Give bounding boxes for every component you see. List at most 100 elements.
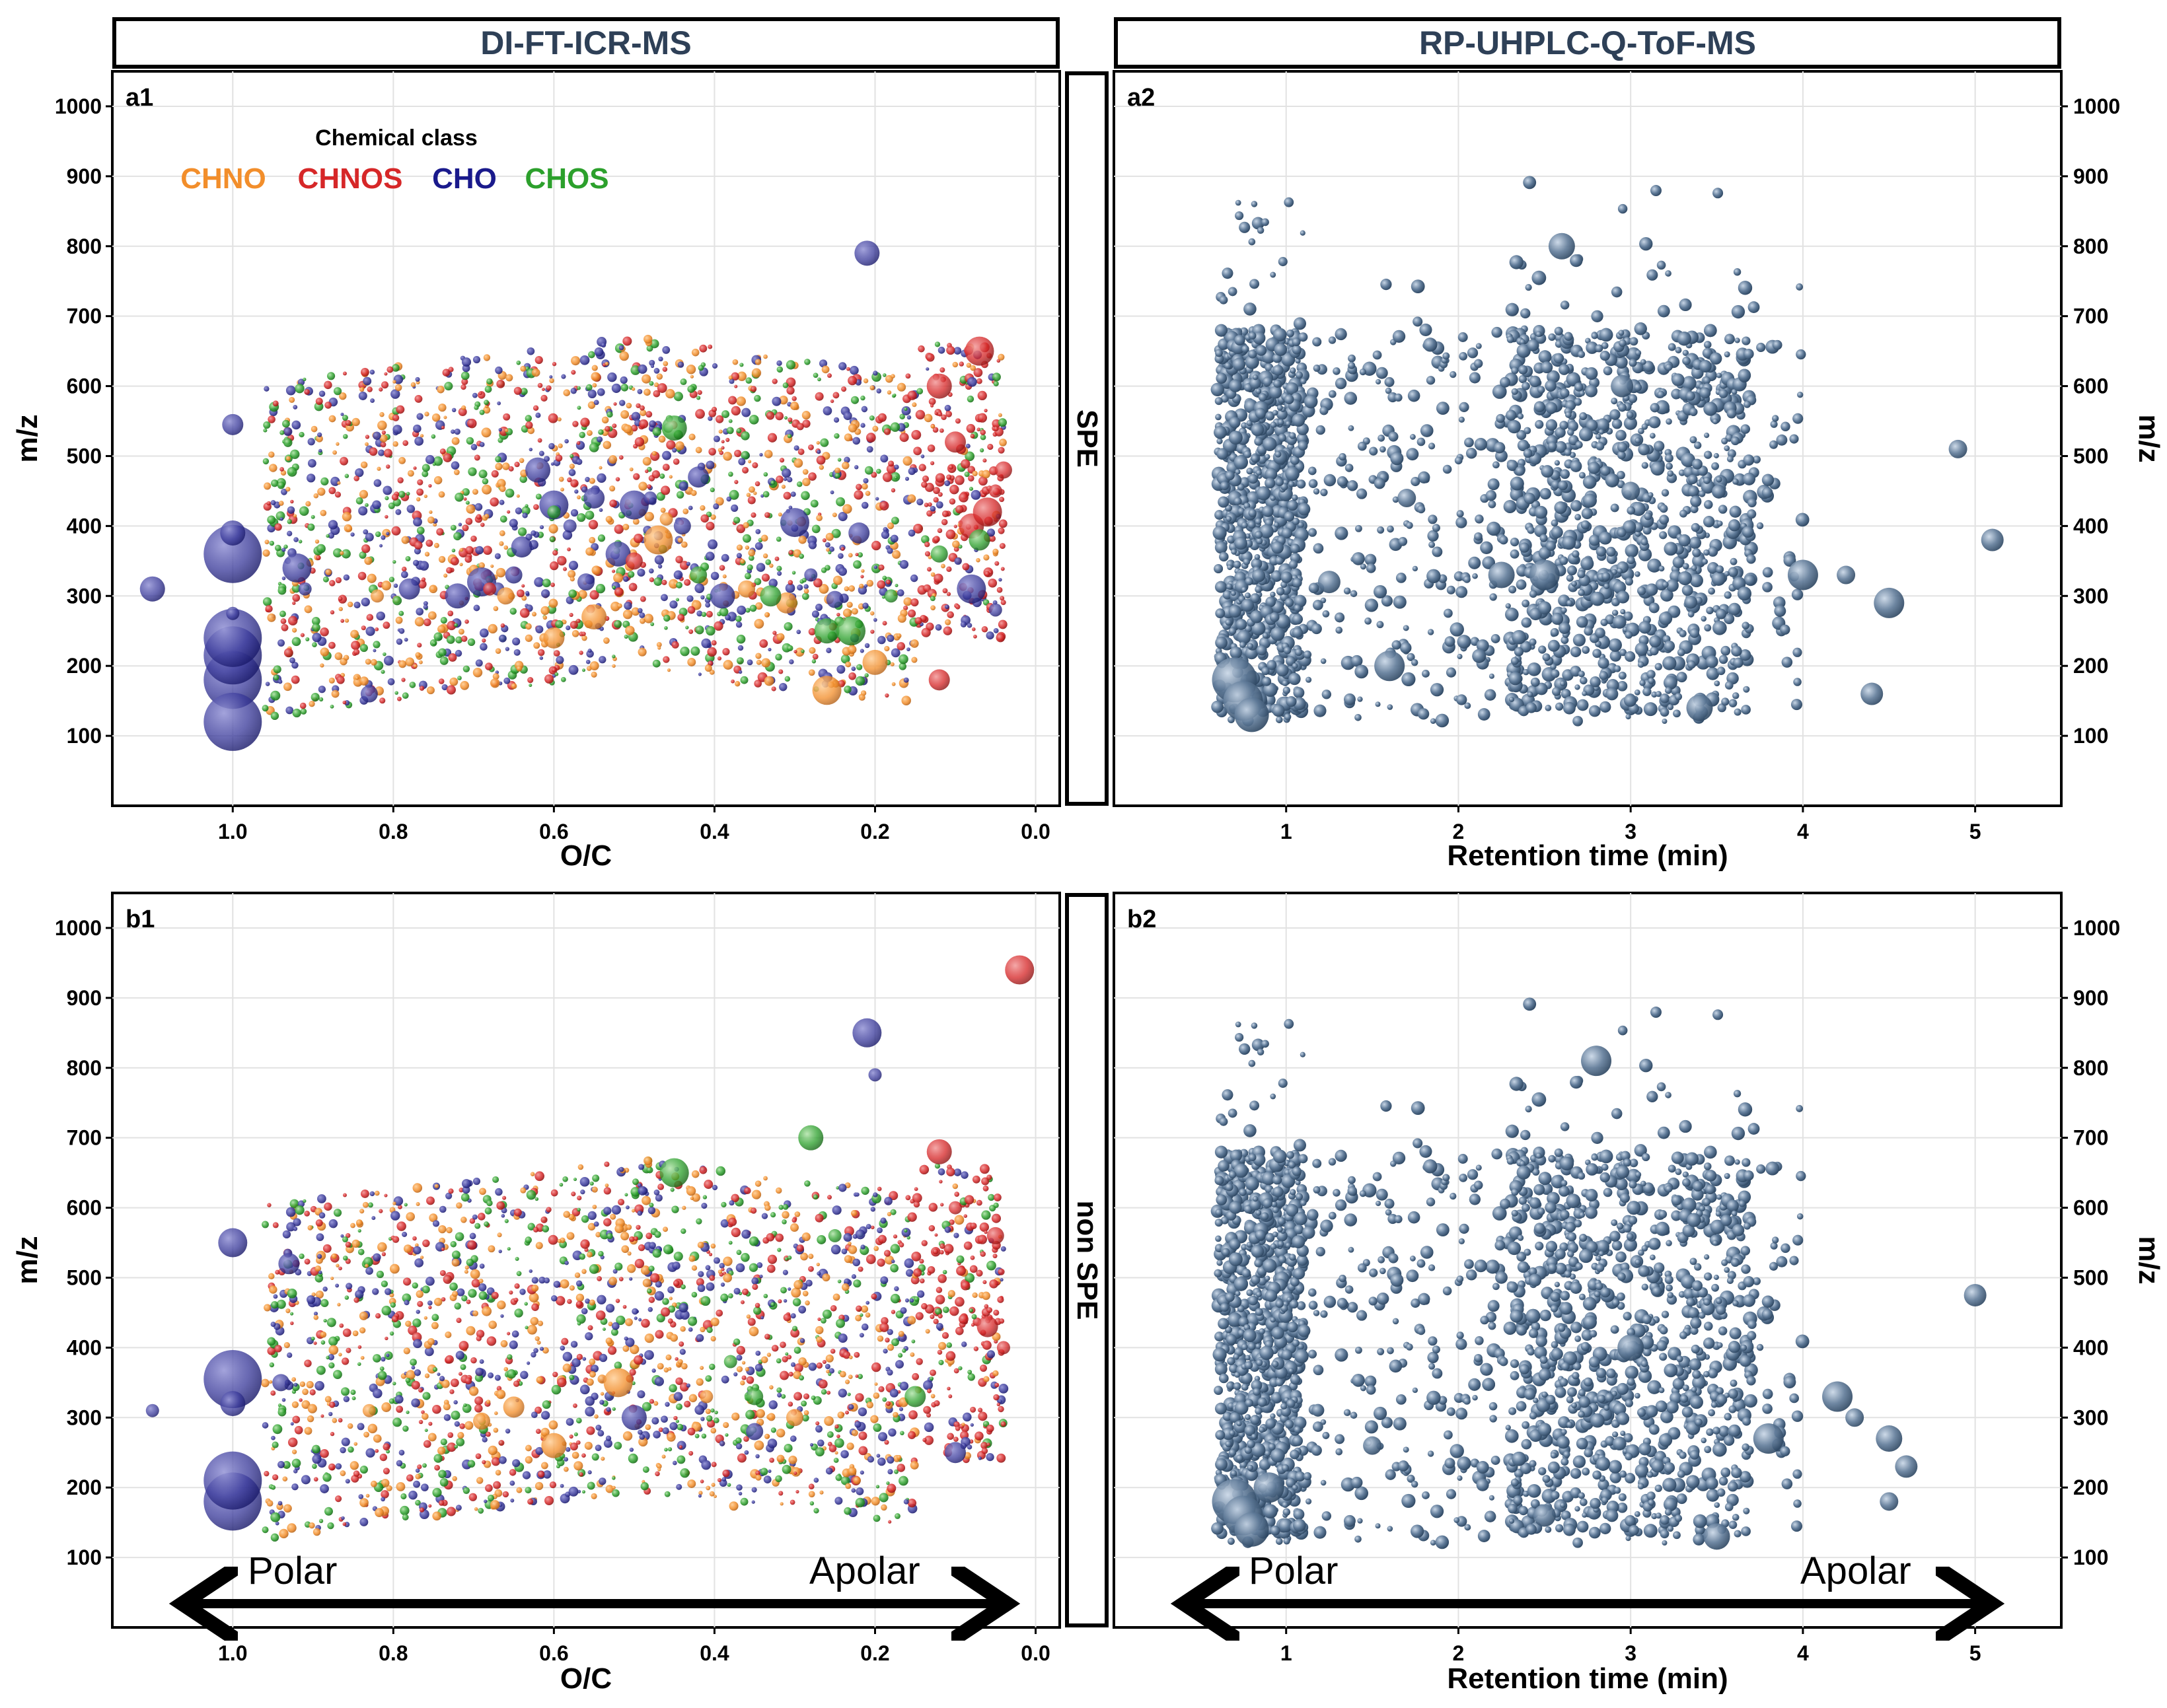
background-point bbox=[725, 437, 730, 443]
background-point bbox=[781, 484, 786, 489]
background-point bbox=[769, 563, 774, 568]
background-point bbox=[1537, 601, 1552, 615]
background-point bbox=[311, 623, 320, 632]
background-point bbox=[549, 375, 553, 379]
background-point bbox=[450, 1241, 457, 1248]
background-point bbox=[1574, 382, 1584, 392]
background-point bbox=[1521, 617, 1532, 628]
background-point bbox=[333, 548, 342, 557]
background-point bbox=[367, 1423, 378, 1434]
background-point bbox=[313, 1341, 317, 1345]
background-point bbox=[784, 676, 791, 682]
background-point bbox=[921, 627, 931, 637]
background-point bbox=[844, 686, 852, 694]
background-point bbox=[605, 425, 610, 432]
background-point bbox=[963, 1214, 968, 1218]
background-point bbox=[1406, 448, 1419, 461]
background-point bbox=[1248, 332, 1257, 340]
background-point bbox=[653, 1431, 661, 1439]
background-point bbox=[776, 536, 782, 542]
y-tick-label: 400 bbox=[67, 514, 102, 538]
background-point bbox=[1313, 488, 1320, 495]
background-point bbox=[1524, 493, 1535, 505]
background-point bbox=[992, 373, 1001, 382]
background-point bbox=[659, 473, 665, 479]
background-point bbox=[899, 654, 908, 664]
background-point bbox=[340, 619, 345, 623]
background-point bbox=[485, 662, 493, 670]
background-point bbox=[438, 491, 445, 498]
background-point bbox=[779, 395, 788, 405]
background-point bbox=[414, 617, 424, 627]
background-point bbox=[619, 400, 626, 406]
background-point bbox=[472, 667, 483, 678]
background-point bbox=[300, 708, 307, 715]
background-point bbox=[262, 549, 270, 557]
background-point bbox=[384, 372, 388, 376]
background-point bbox=[632, 1178, 639, 1186]
background-point bbox=[628, 571, 635, 578]
background-point bbox=[1664, 640, 1675, 652]
background-point bbox=[1566, 574, 1574, 582]
background-point bbox=[817, 450, 821, 454]
background-point bbox=[747, 659, 753, 666]
background-point bbox=[1724, 334, 1735, 345]
background-point bbox=[287, 616, 298, 625]
background-point bbox=[1472, 573, 1478, 579]
background-point bbox=[268, 1380, 273, 1384]
background-point bbox=[1692, 553, 1707, 568]
background-point bbox=[738, 458, 746, 466]
background-point bbox=[264, 1471, 270, 1477]
background-point bbox=[1348, 354, 1356, 363]
background-point bbox=[649, 381, 654, 386]
background-point bbox=[1465, 448, 1477, 459]
background-point bbox=[1639, 680, 1646, 686]
background-point bbox=[882, 373, 887, 377]
background-point bbox=[907, 390, 917, 400]
background-point bbox=[1617, 528, 1627, 538]
background-point bbox=[524, 1302, 528, 1306]
background-point bbox=[943, 1306, 949, 1314]
background-point bbox=[1530, 677, 1540, 687]
background-point bbox=[1679, 298, 1692, 312]
background-point bbox=[945, 410, 953, 417]
background-point bbox=[1509, 255, 1524, 269]
data-point-cho bbox=[360, 685, 378, 703]
background-point bbox=[1274, 450, 1282, 458]
background-point bbox=[359, 551, 367, 559]
background-point bbox=[916, 1358, 923, 1365]
background-point bbox=[328, 677, 335, 684]
background-point bbox=[638, 647, 647, 657]
background-point bbox=[1702, 558, 1708, 565]
background-point bbox=[793, 445, 799, 451]
background-point bbox=[1712, 418, 1718, 425]
background-point bbox=[1450, 622, 1464, 637]
background-point bbox=[269, 464, 277, 472]
background-point bbox=[564, 439, 569, 444]
background-point bbox=[569, 454, 574, 458]
background-point bbox=[793, 649, 797, 654]
background-point bbox=[819, 359, 828, 368]
background-point bbox=[1689, 573, 1703, 588]
background-point bbox=[767, 433, 778, 443]
background-point bbox=[1393, 595, 1407, 609]
background-point bbox=[1343, 587, 1351, 595]
background-point bbox=[307, 523, 315, 531]
background-point bbox=[588, 351, 595, 359]
background-point bbox=[480, 522, 485, 527]
background-point bbox=[899, 413, 905, 420]
background-point bbox=[695, 446, 702, 454]
background-point bbox=[864, 643, 870, 649]
background-point bbox=[1595, 344, 1603, 353]
background-point bbox=[808, 1254, 814, 1260]
background-point bbox=[491, 470, 499, 478]
background-point bbox=[571, 629, 579, 637]
background-point bbox=[1582, 690, 1588, 696]
background-point bbox=[469, 1232, 476, 1240]
background-point bbox=[291, 675, 300, 684]
background-point bbox=[324, 380, 332, 390]
background-point bbox=[1271, 541, 1284, 554]
background-point bbox=[1241, 345, 1249, 353]
background-point bbox=[1488, 500, 1496, 509]
